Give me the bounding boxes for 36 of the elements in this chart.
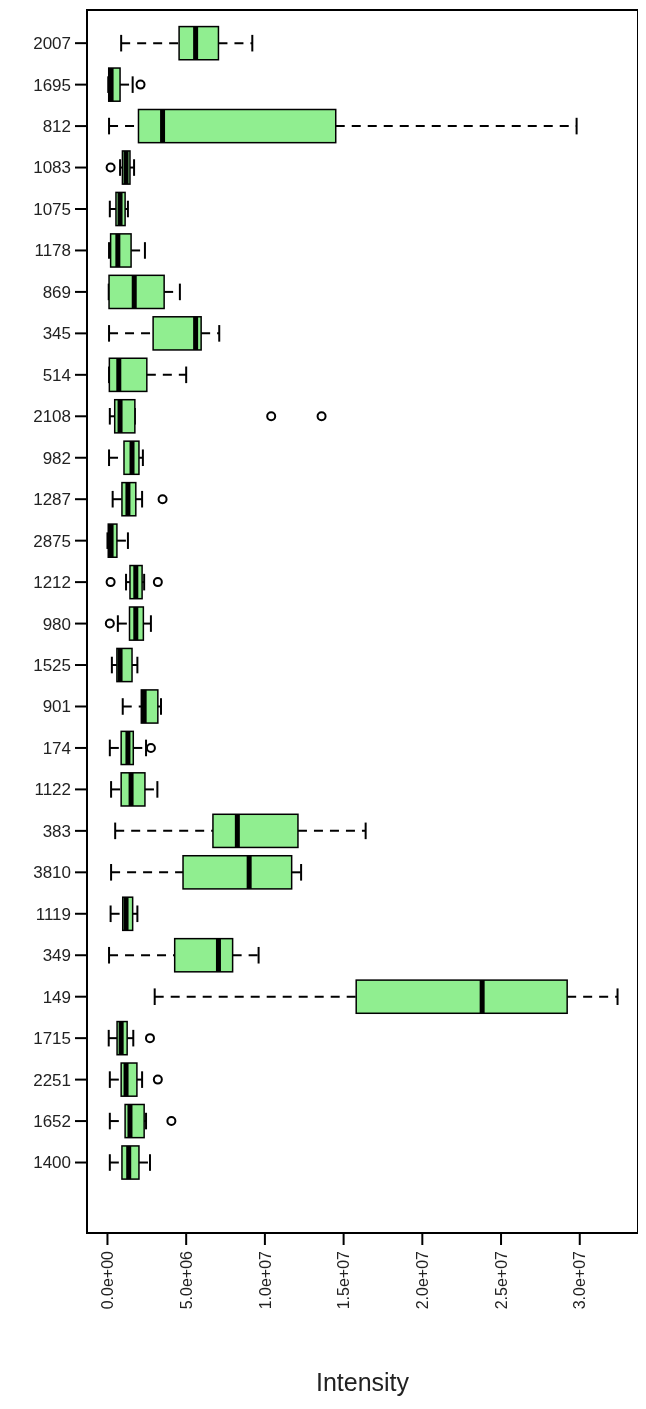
y-tick-label: 149: [42, 987, 71, 1007]
y-tick-label: 1212: [33, 573, 71, 593]
y-tick-label: 345: [42, 324, 71, 344]
y-tick-label: 980: [42, 614, 71, 634]
y-tick-label: 514: [42, 365, 71, 385]
y-tick-label: 1715: [33, 1029, 71, 1049]
y-tick-label: 174: [42, 738, 71, 758]
y-tick-label: 1075: [33, 199, 71, 219]
y-tick-label: 1525: [33, 655, 71, 675]
x-tick-label: 2.0e+07: [413, 1250, 431, 1310]
y-tick-label: 1178: [34, 241, 71, 261]
y-tick-label: 2108: [33, 407, 71, 427]
x-tick-label: 1.5e+07: [335, 1250, 353, 1310]
y-tick-label: 2875: [33, 531, 71, 551]
y-tick-label: 1652: [33, 1112, 71, 1132]
x-tick-label: 5.0e+06: [177, 1250, 195, 1310]
x-tick-label: 0.0e+00: [99, 1250, 117, 1310]
y-tick-label: 2007: [33, 34, 71, 54]
y-tick-label: 1400: [33, 1153, 71, 1173]
y-tick-label: 349: [42, 946, 71, 966]
x-tick-label: 1.0e+07: [256, 1250, 274, 1310]
y-tick-label: 869: [42, 282, 71, 302]
y-tick-label: 982: [42, 448, 71, 468]
x-tick-label: 3.0e+07: [571, 1250, 589, 1310]
y-tick-label: 1119: [35, 904, 71, 924]
y-tick-label: 1287: [33, 490, 71, 510]
y-tick-label: 3810: [33, 863, 71, 883]
x-axis-title: Intensity: [315, 1368, 410, 1396]
y-tick-label: 2251: [33, 1070, 71, 1090]
x-tick-label: 2.5e+07: [492, 1250, 510, 1310]
y-tick-label: 901: [42, 697, 71, 717]
y-tick-label: 383: [42, 821, 71, 841]
y-tick-label: 1122: [34, 780, 71, 800]
y-tick-label: 812: [42, 117, 71, 137]
y-tick-label: 1083: [33, 158, 71, 178]
y-tick-label: 1695: [33, 75, 71, 95]
